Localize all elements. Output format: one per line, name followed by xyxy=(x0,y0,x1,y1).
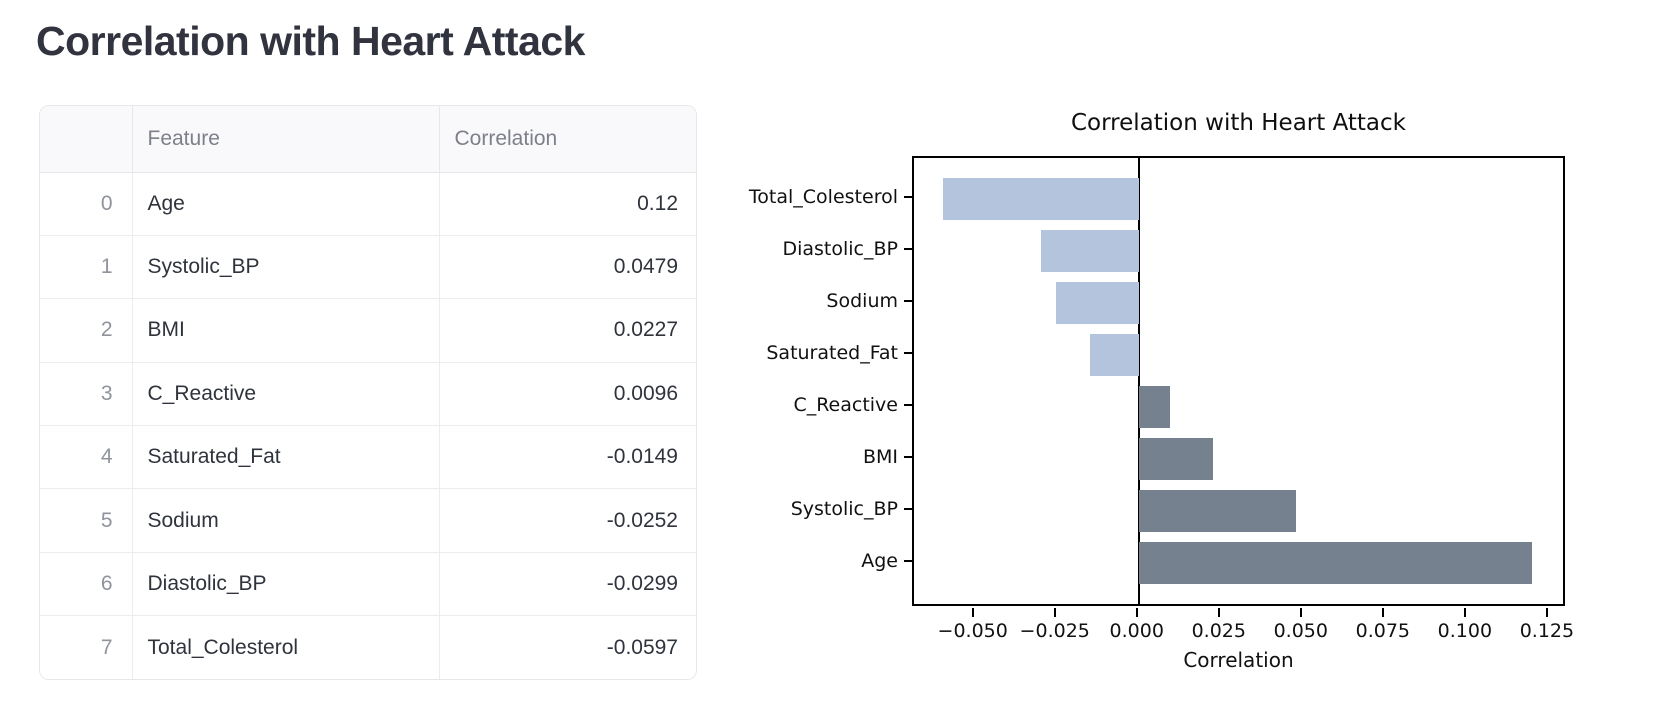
cell-feature[interactable]: Diastolic_BP xyxy=(132,552,440,617)
y-tick-label: Diastolic_BP xyxy=(782,238,898,261)
correlation-table: Feature Correlation 0 Age 0.12 1 Systolic_BP… xyxy=(40,106,696,679)
cell-row-index[interactable]: 4 xyxy=(40,425,133,490)
table-row: 1 Systolic_BP 0.0479 xyxy=(40,235,696,300)
table-row: 4 Saturated_Fat -0.0149 xyxy=(40,425,696,490)
cell-correlation[interactable]: 0.12 xyxy=(439,172,696,236)
cell-row-index[interactable]: 3 xyxy=(40,362,133,427)
table-row: 2 BMI 0.0227 xyxy=(40,298,696,363)
cell-row-index[interactable]: 6 xyxy=(40,552,133,617)
x-tick-mark xyxy=(1053,608,1056,617)
cell-feature[interactable]: Saturated_Fat xyxy=(132,425,440,490)
y-tick-label: BMI xyxy=(862,445,898,468)
x-tick-label: 0.100 xyxy=(1437,620,1493,642)
cell-correlation[interactable]: -0.0299 xyxy=(439,552,696,617)
x-tick-label: 0.000 xyxy=(1109,620,1164,642)
cell-feature[interactable]: C_Reactive xyxy=(132,362,440,427)
zero-axis-line xyxy=(1137,158,1140,604)
bar-diastolic_bp xyxy=(1040,230,1139,272)
table-row: 0 Age 0.12 xyxy=(40,172,696,236)
cell-correlation[interactable]: 0.0479 xyxy=(439,235,696,300)
bar-total_colesterol xyxy=(942,178,1139,220)
table-row: 6 Diastolic_BP -0.0299 xyxy=(40,552,696,617)
table-row: 7 Total_Colesterol -0.0597 xyxy=(40,615,696,679)
col-header-index[interactable] xyxy=(40,106,133,173)
bar-systolic_bp xyxy=(1138,490,1296,532)
table-row: 5 Sodium -0.0252 xyxy=(40,488,696,553)
x-tick-label: 0.125 xyxy=(1519,620,1575,642)
y-tick-mark xyxy=(904,507,912,510)
bar-sodium xyxy=(1056,282,1139,324)
cell-feature[interactable]: Total_Colesterol xyxy=(132,615,440,679)
x-tick-mark xyxy=(1463,608,1466,617)
x-tick-mark xyxy=(1545,608,1548,617)
bar-chart-plot-area xyxy=(912,156,1565,606)
cell-correlation[interactable]: -0.0149 xyxy=(439,425,696,490)
cell-feature[interactable]: BMI xyxy=(132,298,440,363)
chart-x-axis: −0.050 −0.025 0.000 0.025 0.050 0.075 0.100 0.1… xyxy=(912,608,1574,648)
x-tick-mark xyxy=(1299,608,1302,617)
cell-row-index[interactable]: 5 xyxy=(40,488,133,553)
x-tick-label: −0.025 xyxy=(1019,620,1090,642)
cell-feature[interactable]: Sodium xyxy=(132,488,440,553)
cell-row-index[interactable]: 1 xyxy=(40,235,133,300)
chart-title: Correlation with Heart Attack xyxy=(1071,110,1406,136)
y-tick-mark xyxy=(904,403,912,406)
x-tick-mark xyxy=(1135,608,1138,617)
page-title: Correlation with Heart Attack xyxy=(36,18,585,64)
dataframe[interactable]: Feature Correlation 0 Age 0.12 1 Systolic_BP… xyxy=(39,105,697,680)
y-tick-mark xyxy=(904,196,912,199)
bar-c_reactive xyxy=(1138,386,1171,428)
x-tick-label: 0.075 xyxy=(1355,620,1411,642)
col-header-correlation[interactable]: Correlation xyxy=(439,106,696,173)
x-tick-mark xyxy=(1217,608,1220,617)
x-tick-mark xyxy=(971,608,974,617)
cell-feature[interactable]: Systolic_BP xyxy=(132,235,440,300)
chart-x-axis-label: Correlation xyxy=(1183,648,1294,672)
y-tick-mark xyxy=(904,352,912,354)
y-tick-label: Systolic_BP xyxy=(790,497,898,520)
y-tick-mark xyxy=(904,559,912,562)
x-tick-label: −0.050 xyxy=(937,620,1008,642)
y-tick-label: Saturated_Fat xyxy=(766,342,898,364)
cell-correlation[interactable]: 0.0096 xyxy=(439,362,696,427)
cell-row-index[interactable]: 0 xyxy=(40,172,133,236)
cell-row-index[interactable]: 7 xyxy=(40,615,133,679)
x-tick-label: 0.025 xyxy=(1191,620,1246,642)
y-tick-label: C_Reactive xyxy=(793,393,898,416)
y-tick-mark xyxy=(904,248,912,251)
bar-age xyxy=(1138,542,1533,584)
x-tick-mark xyxy=(1381,608,1384,617)
bar-bmi xyxy=(1138,438,1214,480)
x-tick-label: 0.050 xyxy=(1273,620,1328,642)
y-tick-label: Total_Colesterol xyxy=(748,186,898,209)
table-header-row: Feature Correlation xyxy=(40,106,696,173)
bar-saturated_fat xyxy=(1089,334,1139,376)
col-header-feature[interactable]: Feature xyxy=(132,106,440,173)
table-row: 3 C_Reactive 0.0096 xyxy=(40,362,696,427)
y-tick-mark xyxy=(904,300,912,303)
cell-row-index[interactable]: 2 xyxy=(40,298,133,363)
cell-feature[interactable]: Age xyxy=(132,172,440,236)
y-tick-label: Age xyxy=(861,549,898,572)
cell-correlation[interactable]: -0.0252 xyxy=(439,488,696,553)
y-tick-mark xyxy=(904,455,912,458)
chart-y-axis: Total_Colesterol Diastolic_BP Sodium Satura… xyxy=(690,156,912,606)
cell-correlation[interactable]: -0.0597 xyxy=(439,615,696,679)
cell-correlation[interactable]: 0.0227 xyxy=(439,298,696,363)
y-tick-label: Sodium xyxy=(826,290,898,313)
